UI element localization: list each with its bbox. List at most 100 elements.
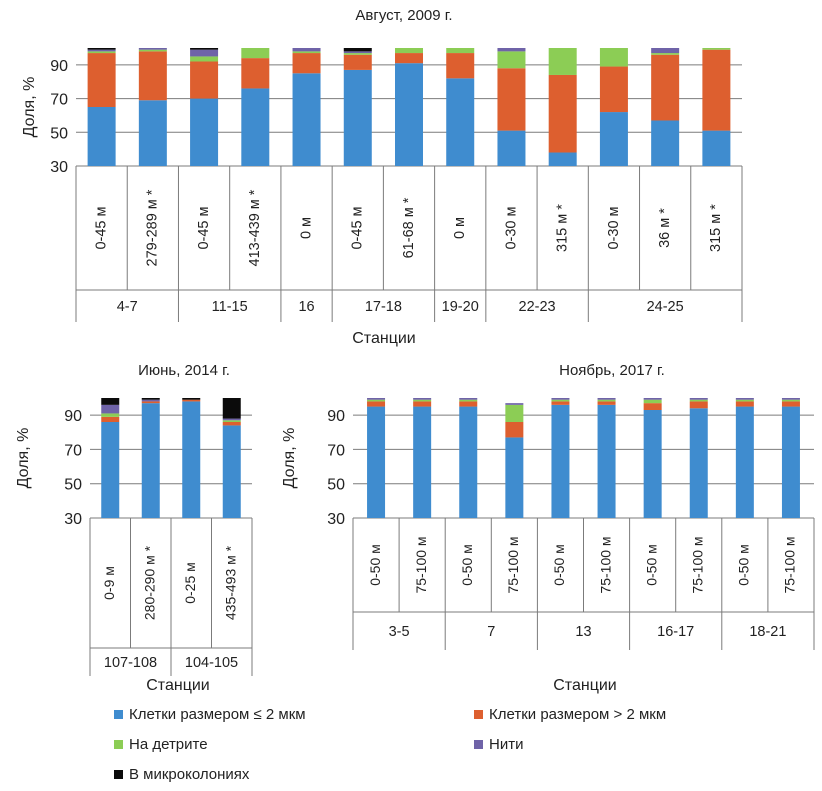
bar-segment-threads — [101, 404, 120, 414]
bar-segment-threads — [367, 398, 386, 400]
x-group-label: 13 — [575, 624, 591, 640]
x-axis-label: Станции — [352, 330, 415, 347]
x-category-label: 0 м — [298, 217, 314, 239]
x-category-label: 0-45 м — [93, 206, 109, 249]
bar-segment-micro — [182, 398, 201, 400]
legend-label-large-cells: Клетки размером > 2 мкм — [489, 706, 667, 723]
bar-segment-large — [548, 74, 577, 153]
legend-swatch-threads — [474, 740, 483, 749]
bar-segment-detritus — [548, 48, 577, 75]
bar-segment-threads — [459, 398, 478, 400]
x-group-label: 16-17 — [657, 624, 694, 640]
bar-segment-large — [497, 68, 526, 131]
bar-segment-large — [343, 54, 372, 70]
x-group-label: 11-15 — [212, 299, 248, 315]
bar-segment-small — [702, 130, 731, 166]
bar-segment-small — [222, 425, 241, 518]
bar-segment-small — [292, 73, 321, 166]
bar-segment-detritus — [222, 420, 241, 422]
x-category-label: 75-100 м — [413, 536, 429, 593]
legend-label-detritus: На детрите — [129, 736, 208, 753]
bar-segment-small — [241, 88, 270, 166]
bar-segment-detritus — [413, 399, 432, 402]
bar-segment-threads — [597, 398, 616, 400]
chart-title: Август, 2009 г. — [355, 7, 452, 24]
bar-segment-large — [551, 401, 570, 405]
bar-segment-detritus — [781, 399, 800, 402]
bar-segment-detritus — [599, 48, 628, 67]
x-axis-label: Станции — [146, 677, 209, 694]
x-group-label: 24-25 — [647, 299, 684, 315]
bar-segment-small — [599, 112, 628, 166]
bar-segment-detritus — [446, 48, 475, 54]
bar-segment-detritus — [343, 53, 372, 55]
x-group-label: 107-108 — [104, 655, 157, 671]
x-category-label: 0-30 м — [503, 206, 519, 249]
bar-segment-detritus — [190, 56, 219, 62]
bar-segment-large — [222, 422, 241, 426]
bar-segment-large — [781, 401, 800, 407]
legend-swatch-detritus — [114, 740, 123, 749]
bar-segment-threads — [505, 403, 524, 405]
x-category-label: 75-100 м — [505, 536, 521, 593]
bar-segment-small — [182, 401, 201, 518]
bar-segment-small — [343, 69, 372, 166]
bar-segment-detritus — [689, 399, 708, 402]
x-category-label: 0-50 м — [459, 544, 475, 586]
legend-item-microcolonies: В микроколониях — [114, 766, 249, 783]
x-axis-label: Станции — [553, 677, 616, 694]
bar-segment-detritus — [395, 48, 423, 54]
bar-segment-detritus — [643, 399, 662, 404]
bar-segment-threads — [292, 48, 321, 52]
bar-segment-small — [413, 406, 432, 518]
bar-segment-threads — [190, 49, 219, 57]
x-group-label: 7 — [487, 624, 495, 640]
bar-segment-small — [395, 63, 423, 166]
bar-segment-detritus — [459, 399, 478, 402]
bar-segment-large — [182, 399, 201, 402]
bar-segment-large — [367, 401, 386, 407]
bar-segment-small — [548, 152, 577, 166]
bar-segment-small — [190, 98, 219, 166]
bar-segment-small — [497, 130, 526, 166]
bar-segment-threads — [413, 398, 432, 400]
bar-segment-detritus — [497, 51, 526, 69]
bar-segment-threads — [735, 398, 754, 400]
bar-segment-detritus — [505, 404, 524, 422]
x-category-label: 0-30 м — [606, 206, 622, 249]
x-category-label: 315 м * — [555, 204, 571, 252]
x-group-label: 18-21 — [749, 624, 786, 640]
x-group-label: 4-7 — [117, 299, 138, 315]
bar-segment-small — [87, 107, 116, 166]
y-axis-label: Доля, % — [21, 77, 38, 138]
bar-segment-small — [551, 404, 570, 518]
x-group-label: 16 — [298, 299, 314, 315]
bar-segment-detritus — [651, 53, 680, 55]
legend-swatch-small-cells — [114, 710, 123, 719]
bar-segment-large — [651, 54, 680, 121]
bar-segment-threads — [551, 398, 570, 400]
legend-label-small-cells: Клетки размером ≤ 2 мкм — [129, 706, 306, 723]
x-group-label: 19-20 — [442, 299, 479, 315]
x-category-label: 0-25 м — [182, 562, 198, 604]
bar-segment-large — [395, 53, 423, 64]
bar-segment-large — [446, 53, 475, 79]
bar-segment-threads — [689, 398, 708, 400]
bar-segment-threads — [643, 398, 662, 400]
y-tick-label: 50 — [50, 125, 68, 142]
x-category-label: 0-9 м — [101, 566, 117, 600]
x-category-label: 0-45 м — [196, 206, 212, 249]
bar-segment-threads — [781, 398, 800, 400]
bar-segment-detritus — [702, 48, 731, 50]
chart-panel-3: Ноябрь, 2017 г. Доля, % 30 50 70 90 0-50 м 75-1… — [281, 362, 815, 694]
x-category-label: 0-50 м — [643, 544, 659, 586]
y-tick-label: 30 — [64, 511, 82, 528]
x-group-label: 17-18 — [365, 299, 402, 315]
bar-segment-small — [446, 78, 475, 166]
chart-panel-1: Август, 2009 г. Доля, % 30 50 70 90 0-45 м 279-… — [21, 7, 743, 347]
legend-label-microcolonies: В микроколониях — [129, 766, 250, 783]
y-axis-label: Доля, % — [281, 428, 298, 489]
x-category-label: 279-289 м * — [145, 189, 161, 266]
bar-segment-detritus — [735, 399, 754, 402]
